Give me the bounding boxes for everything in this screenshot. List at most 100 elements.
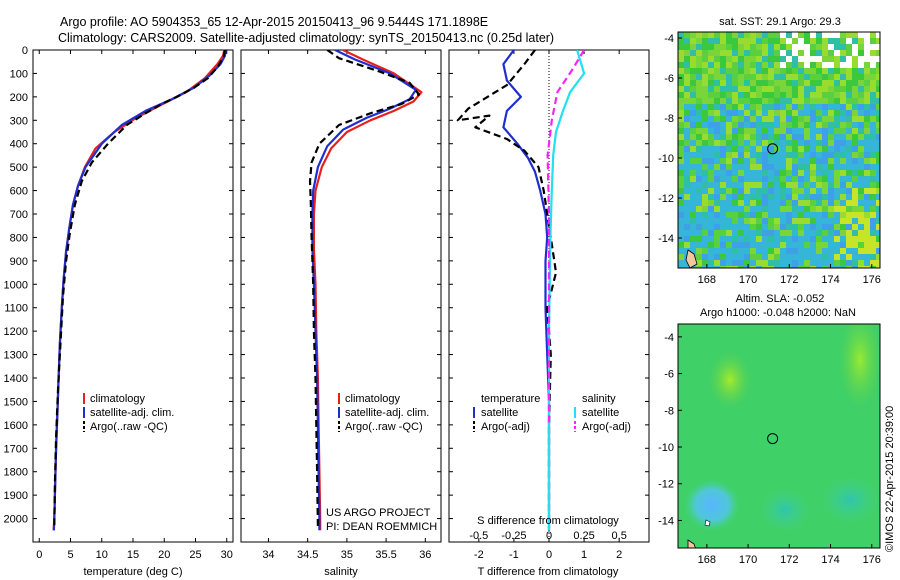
sst-cell bbox=[810, 122, 816, 128]
y-tick-label: 1000 bbox=[4, 279, 28, 291]
sst-cell bbox=[798, 80, 804, 86]
sst-cell bbox=[858, 194, 864, 200]
sst-cell bbox=[708, 92, 714, 98]
sst-cell bbox=[702, 32, 708, 38]
sst-cell bbox=[732, 86, 738, 92]
sst-cell bbox=[840, 236, 846, 242]
sst-cell bbox=[864, 236, 870, 242]
sst-cell bbox=[816, 56, 822, 62]
sst-cell bbox=[822, 116, 828, 122]
sst-cell bbox=[834, 86, 840, 92]
sst-cell bbox=[720, 236, 726, 242]
sst-cell bbox=[696, 266, 702, 268]
sst-cell bbox=[726, 242, 732, 248]
sst-cell bbox=[762, 62, 768, 68]
sst-cell bbox=[726, 176, 732, 182]
sst-cell bbox=[834, 254, 840, 260]
sst-cell bbox=[774, 110, 780, 116]
map-x-tick-label: 176 bbox=[863, 554, 881, 566]
sst-cell bbox=[720, 260, 726, 266]
sst-cell bbox=[870, 200, 876, 206]
sst-cell bbox=[720, 182, 726, 188]
sst-cell bbox=[756, 194, 762, 200]
sst-cell bbox=[702, 182, 708, 188]
sst-cell bbox=[690, 170, 696, 176]
legend-argo-label: Argo(..raw -QC) bbox=[345, 421, 423, 433]
sst-cell bbox=[840, 212, 846, 218]
sst-cell bbox=[804, 62, 810, 68]
sst-cell bbox=[762, 44, 768, 50]
sst-cell bbox=[828, 44, 834, 50]
sst-cell bbox=[696, 116, 702, 122]
sst-cell bbox=[732, 50, 738, 56]
sst-cell bbox=[696, 206, 702, 212]
sst-cell bbox=[714, 266, 720, 268]
sst-cell bbox=[738, 188, 744, 194]
sst-cell bbox=[768, 254, 774, 260]
y-tick-label: 0 bbox=[22, 45, 28, 57]
sst-cell bbox=[720, 92, 726, 98]
sst-cell bbox=[810, 98, 816, 104]
sst-cell bbox=[714, 188, 720, 194]
sst-cell bbox=[756, 122, 762, 128]
sst-cell bbox=[684, 248, 690, 254]
sst-cell bbox=[792, 152, 798, 158]
sst-cell bbox=[696, 242, 702, 248]
sst-cell bbox=[780, 170, 786, 176]
sst-cell bbox=[858, 104, 864, 110]
sst-cell bbox=[714, 206, 720, 212]
sst-cell bbox=[750, 194, 756, 200]
sst-cell bbox=[810, 140, 816, 146]
sst-cell bbox=[684, 110, 690, 116]
sst-cell bbox=[840, 134, 846, 140]
sst-cell bbox=[876, 146, 880, 152]
sst-cell bbox=[774, 116, 780, 122]
sst-cell bbox=[738, 152, 744, 158]
series-line-satellite bbox=[502, 50, 551, 531]
sst-cell bbox=[714, 98, 720, 104]
sst-cell bbox=[846, 260, 852, 266]
sst-cell bbox=[684, 158, 690, 164]
sst-cell bbox=[864, 266, 870, 268]
sst-cell bbox=[828, 74, 834, 80]
sst-cell bbox=[876, 98, 880, 104]
sst-cell bbox=[822, 128, 828, 134]
sst-cell bbox=[744, 50, 750, 56]
sst-cell bbox=[738, 50, 744, 56]
sst-map-frame bbox=[677, 31, 881, 269]
x-tick-label: 0 bbox=[36, 549, 42, 561]
sst-cell bbox=[876, 110, 880, 116]
sst-cell bbox=[684, 212, 690, 218]
sst-cell bbox=[810, 164, 816, 170]
sst-cell bbox=[732, 128, 738, 134]
sst-cell bbox=[684, 200, 690, 206]
sst-cell bbox=[774, 182, 780, 188]
sst-cell bbox=[708, 194, 714, 200]
sst-cell bbox=[732, 56, 738, 62]
sst-cell bbox=[786, 152, 792, 158]
sst-cell bbox=[822, 266, 828, 268]
sst-cell bbox=[708, 128, 714, 134]
sst-cell bbox=[822, 50, 828, 56]
sst-cell bbox=[804, 122, 810, 128]
sst-cell bbox=[756, 68, 762, 74]
sla-low-anomaly bbox=[759, 488, 811, 532]
sst-cell bbox=[738, 260, 744, 266]
sst-cell bbox=[822, 206, 828, 212]
sst-cell bbox=[762, 32, 768, 38]
sst-cell bbox=[690, 128, 696, 134]
sst-cell bbox=[756, 254, 762, 260]
header-line-2: Climatology: CARS2009. Satellite-adjuste… bbox=[58, 31, 554, 45]
sst-cell bbox=[876, 212, 880, 218]
legend-salinity-title: salinity bbox=[582, 393, 616, 405]
sst-cell bbox=[762, 74, 768, 80]
sst-cell bbox=[744, 194, 750, 200]
sst-cell bbox=[864, 56, 870, 62]
sst-cell bbox=[864, 230, 870, 236]
sst-cell bbox=[702, 38, 708, 44]
sst-cell bbox=[840, 224, 846, 230]
sst-cell bbox=[816, 248, 822, 254]
sst-cell bbox=[768, 68, 774, 74]
sst-cell bbox=[750, 56, 756, 62]
sst-cell bbox=[870, 182, 876, 188]
